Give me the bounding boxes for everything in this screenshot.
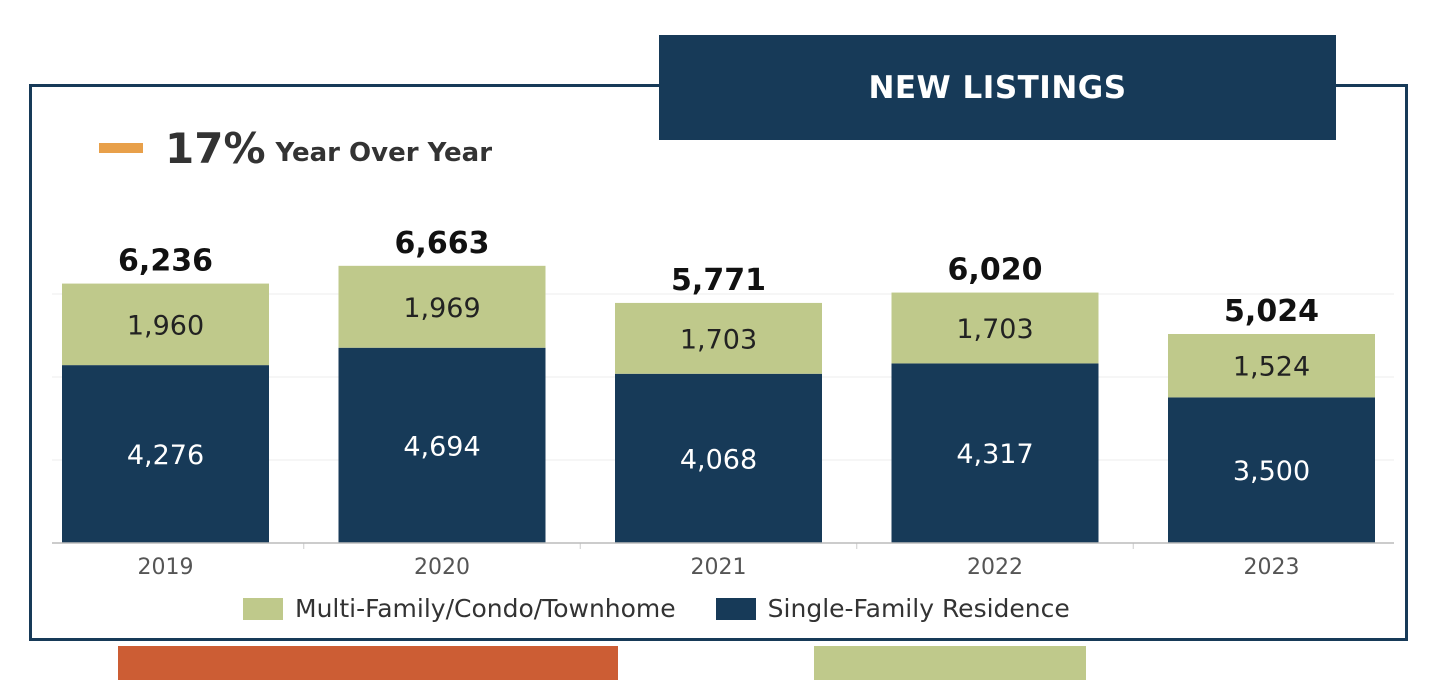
data-label-multi-family: 1,703 <box>680 324 757 355</box>
data-label-single-family: 4,694 <box>403 431 480 462</box>
legend: Multi-Family/Condo/Townhome Single-Famil… <box>243 594 1110 623</box>
data-label-multi-family: 1,524 <box>1233 352 1310 383</box>
bar-single-family <box>891 363 1099 543</box>
bar-multi-family <box>1168 334 1375 398</box>
legend-item-single-family: Single-Family Residence <box>715 594 1070 623</box>
yoy-indicator: 17% Year Over Year <box>99 118 492 178</box>
decorative-bar-orange <box>118 646 618 680</box>
x-tick-label: 2020 <box>414 555 470 580</box>
x-tick-label: 2019 <box>138 555 194 580</box>
bar-single-family <box>338 347 546 543</box>
data-label-multi-family: 1,969 <box>403 293 480 324</box>
stacked-bar-chart: 4,276 1,960 6,236 2019 4,694 1,969 6,663 2020 4,… <box>52 226 1394 580</box>
decorative-bar-green <box>814 646 1086 680</box>
bar-multi-family <box>62 283 269 366</box>
data-label-single-family: 4,276 <box>127 440 204 471</box>
legend-swatch-single-family <box>715 597 756 620</box>
x-tick-label: 2021 <box>691 555 747 580</box>
data-label-total: 6,020 <box>948 253 1043 288</box>
data-label-single-family: 4,317 <box>956 439 1033 470</box>
data-label-total: 6,663 <box>395 226 490 261</box>
legend-label-multi-family: Multi-Family/Condo/Townhome <box>295 594 676 623</box>
data-label-single-family: 3,500 <box>1233 456 1310 487</box>
data-label-single-family: 4,068 <box>680 444 757 475</box>
bar-single-family <box>615 373 822 543</box>
bar-multi-family <box>891 292 1099 364</box>
x-tick-label: 2023 <box>1244 555 1300 580</box>
chart-title: NEW LISTINGS <box>868 69 1127 106</box>
yoy-dash-icon <box>99 143 143 153</box>
data-label-multi-family: 1,960 <box>127 310 204 341</box>
bar-single-family <box>1168 397 1375 543</box>
data-label-total: 5,771 <box>671 263 766 298</box>
legend-swatch-multi-family <box>243 597 283 620</box>
legend-item-multi-family: Multi-Family/Condo/Townhome <box>243 594 676 623</box>
data-label-multi-family: 1,703 <box>956 314 1033 345</box>
bar-multi-family <box>338 265 546 348</box>
title-banner: NEW LISTINGS <box>659 35 1336 140</box>
data-label-total: 5,024 <box>1224 294 1319 329</box>
yoy-percent: 17% <box>165 123 266 173</box>
yoy-label: Year Over Year <box>275 138 493 168</box>
data-label-total: 6,236 <box>118 244 213 279</box>
legend-label-single-family: Single-Family Residence <box>767 594 1070 623</box>
bar-multi-family <box>615 302 822 374</box>
bar-single-family <box>62 365 269 543</box>
x-tick-label: 2022 <box>967 555 1023 580</box>
